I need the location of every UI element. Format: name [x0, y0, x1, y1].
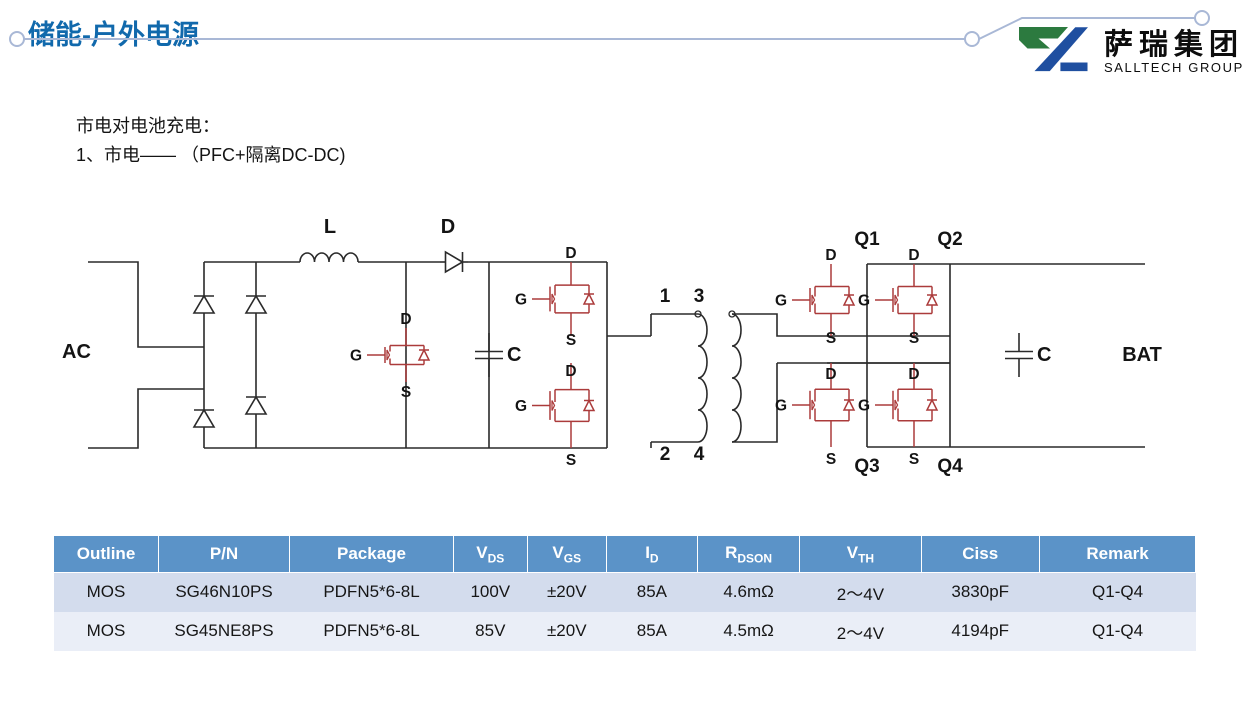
svg-text:Q4: Q4 — [937, 456, 963, 477]
svg-text:AC: AC — [62, 341, 91, 363]
svg-text:S: S — [401, 384, 411, 401]
svg-text:Q1: Q1 — [854, 229, 880, 250]
svg-text:D: D — [908, 247, 919, 264]
svg-text:S: S — [566, 452, 576, 469]
svg-text:S: S — [826, 451, 836, 468]
svg-text:S: S — [826, 330, 836, 347]
svg-text:D: D — [908, 366, 919, 383]
svg-text:Q2: Q2 — [937, 229, 962, 250]
svg-text:G: G — [775, 293, 787, 310]
svg-text:D: D — [825, 366, 836, 383]
svg-text:D: D — [565, 363, 576, 380]
svg-text:1: 1 — [660, 286, 671, 307]
svg-text:G: G — [515, 292, 527, 309]
svg-text:G: G — [515, 398, 527, 415]
svg-text:3: 3 — [694, 286, 705, 307]
svg-text:G: G — [775, 398, 787, 415]
svg-text:S: S — [909, 451, 919, 468]
svg-text:2: 2 — [660, 444, 671, 465]
svg-text:S: S — [909, 330, 919, 347]
svg-text:D: D — [565, 245, 576, 262]
svg-text:S: S — [566, 332, 576, 349]
svg-text:D: D — [825, 247, 836, 264]
svg-text:Q3: Q3 — [854, 456, 879, 477]
svg-text:G: G — [858, 398, 870, 415]
svg-text:D: D — [400, 311, 411, 328]
svg-text:G: G — [858, 293, 870, 310]
svg-text:4: 4 — [694, 444, 705, 465]
svg-text:D: D — [441, 216, 455, 238]
svg-text:BAT: BAT — [1122, 344, 1162, 366]
svg-text:C: C — [1037, 344, 1051, 366]
svg-text:L: L — [324, 216, 336, 238]
svg-text:G: G — [350, 348, 362, 365]
svg-text:C: C — [507, 344, 521, 366]
